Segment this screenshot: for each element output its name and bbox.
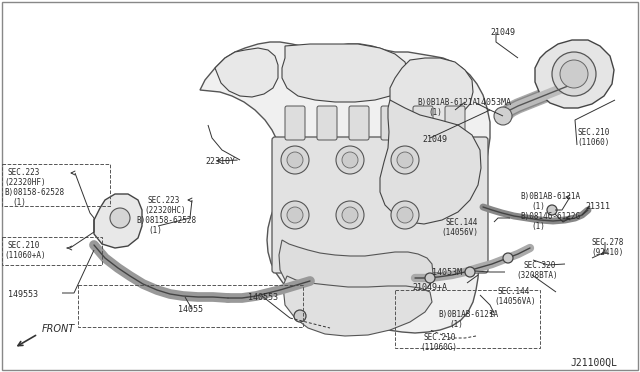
Text: SEC.210: SEC.210 [577,128,609,137]
Polygon shape [279,240,433,314]
Text: (11060): (11060) [577,138,609,147]
Circle shape [552,52,596,96]
Text: 14053M: 14053M [432,268,462,277]
Text: 21311: 21311 [585,202,610,211]
Polygon shape [390,58,473,124]
Text: FRONT: FRONT [42,324,76,334]
Text: J21100QL: J21100QL [570,358,617,368]
Text: B)0B1AB-6121A: B)0B1AB-6121A [417,98,477,107]
Circle shape [336,146,364,174]
Polygon shape [282,44,408,102]
Text: (14056VA): (14056VA) [494,297,536,306]
Text: SEC.223: SEC.223 [148,196,180,205]
Text: (1): (1) [428,108,442,117]
Text: (11060G): (11060G) [420,343,457,352]
Polygon shape [283,276,432,336]
FancyBboxPatch shape [349,106,369,140]
Circle shape [336,201,364,229]
FancyBboxPatch shape [413,106,433,140]
Circle shape [494,107,512,125]
Circle shape [465,267,475,277]
FancyBboxPatch shape [381,106,401,140]
Circle shape [281,146,309,174]
Circle shape [397,152,413,168]
Polygon shape [380,100,481,224]
Circle shape [281,201,309,229]
Polygon shape [535,40,614,108]
Text: 21049: 21049 [490,28,515,37]
Circle shape [503,253,513,263]
Polygon shape [94,194,142,248]
FancyBboxPatch shape [317,106,337,140]
FancyBboxPatch shape [445,106,465,140]
Text: SEC.320: SEC.320 [524,261,556,270]
Circle shape [397,207,413,223]
Text: B)08146-6122G: B)08146-6122G [520,212,580,221]
Text: (11060+A): (11060+A) [4,251,45,260]
Circle shape [425,273,435,283]
Text: B)0B1AB-6121A: B)0B1AB-6121A [520,192,580,201]
Text: (3208BTA): (3208BTA) [516,271,557,280]
Circle shape [342,207,358,223]
Text: (1): (1) [531,202,545,211]
Polygon shape [200,42,490,333]
FancyBboxPatch shape [272,137,488,273]
Text: SEC.210: SEC.210 [424,333,456,342]
Circle shape [287,207,303,223]
Circle shape [294,310,306,322]
Text: (22320HC): (22320HC) [144,206,186,215]
Text: (1): (1) [449,320,463,329]
Text: SEC.210: SEC.210 [8,241,40,250]
FancyBboxPatch shape [285,106,305,140]
Circle shape [560,60,588,88]
Text: SEC.144: SEC.144 [498,287,531,296]
Text: B)0B1AB-6121A: B)0B1AB-6121A [438,310,498,319]
Circle shape [287,152,303,168]
Text: (1): (1) [12,198,26,207]
Text: B)08158-62528: B)08158-62528 [136,216,196,225]
Text: 14053MA: 14053MA [476,98,511,107]
Text: (14056V): (14056V) [441,228,478,237]
Circle shape [391,146,419,174]
Text: 14055: 14055 [178,305,203,314]
Text: 22310Y: 22310Y [205,157,235,166]
Polygon shape [215,48,278,97]
Text: (1): (1) [148,226,162,235]
Text: 21049: 21049 [422,135,447,144]
Text: (1): (1) [531,222,545,231]
Text: 149553: 149553 [8,290,38,299]
Circle shape [547,205,557,215]
Text: 140553: 140553 [248,293,278,302]
Text: SEC.223: SEC.223 [8,168,40,177]
Circle shape [342,152,358,168]
Text: (22320HF): (22320HF) [4,178,45,187]
Text: SEC.144: SEC.144 [445,218,477,227]
Text: (92410): (92410) [591,248,623,257]
Circle shape [391,201,419,229]
Text: 21049+A: 21049+A [412,283,447,292]
Text: SEC.278: SEC.278 [591,238,623,247]
Text: B)08158-62528: B)08158-62528 [4,188,64,197]
Circle shape [110,208,130,228]
